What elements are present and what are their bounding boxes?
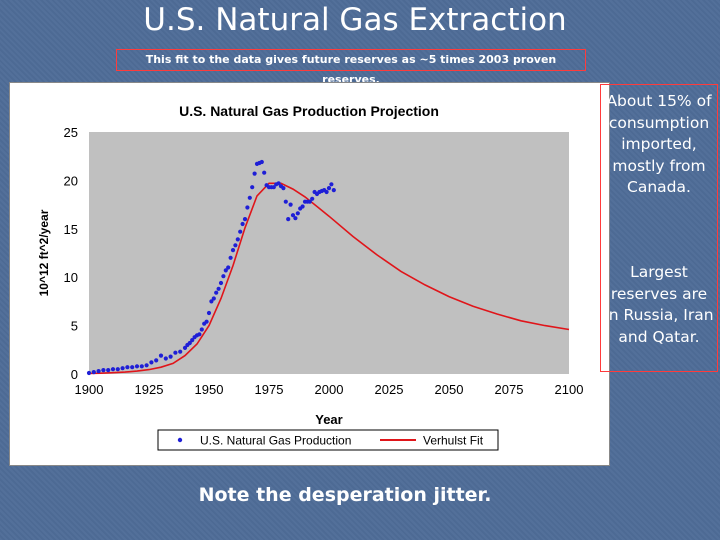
data-point-production — [130, 365, 135, 370]
data-point-production — [182, 345, 188, 350]
data-point-production — [106, 368, 111, 373]
x-tick-label: 2100 — [555, 382, 584, 397]
data-point-production — [221, 274, 226, 279]
data-point-production — [247, 195, 252, 200]
data-point-production — [158, 353, 164, 358]
data-point-production — [235, 237, 240, 242]
y-tick-label: 0 — [71, 367, 78, 382]
data-point-production — [307, 199, 312, 204]
data-point-production — [245, 205, 250, 210]
slide-title: U.S. Natural Gas Extraction — [143, 2, 567, 38]
data-point-production — [218, 280, 224, 286]
x-tick-label: 2050 — [435, 382, 464, 397]
data-point-production — [115, 367, 120, 372]
chart-title: U.S. Natural Gas Production Projection — [179, 103, 439, 119]
x-tick-label: 1975 — [255, 382, 284, 397]
data-point-production — [178, 349, 183, 354]
legend-box — [157, 429, 499, 451]
data-point-production — [96, 369, 101, 374]
data-point-production — [242, 217, 248, 222]
data-point-production — [190, 338, 195, 343]
x-tick-label: 1950 — [195, 382, 224, 397]
side-note-imports: About 15% of consumption imported, mostl… — [606, 92, 712, 196]
data-point-production — [197, 332, 202, 337]
y-tick-label: 25 — [64, 125, 78, 140]
bottom-note: Note the desperation jitter. — [198, 484, 492, 506]
data-point-production — [240, 221, 245, 227]
data-point-production — [324, 189, 329, 195]
data-point-production — [125, 365, 130, 370]
data-point-production — [310, 196, 315, 201]
data-point-production — [149, 360, 154, 365]
data-point-production — [329, 182, 334, 187]
x-axis-label: Year — [315, 412, 342, 427]
data-point-production — [293, 216, 298, 221]
data-point-production — [230, 248, 236, 253]
data-point-production — [187, 340, 192, 346]
data-point-production — [290, 213, 296, 218]
data-point-production — [295, 211, 300, 216]
data-point-production — [271, 185, 276, 190]
subtitle-box: This fit to the data gives future reserv… — [116, 49, 586, 86]
data-point-production — [204, 319, 209, 324]
y-axis-label: 10^12 ft^2/year — [37, 209, 51, 296]
data-point-production — [226, 265, 231, 270]
data-point-production — [238, 229, 243, 234]
x-tick-label: 2025 — [375, 382, 404, 397]
data-point-production — [250, 185, 255, 190]
data-point-production — [101, 368, 106, 373]
plot-area — [89, 132, 569, 374]
data-point-production — [134, 364, 140, 369]
data-point-production — [259, 159, 264, 165]
data-point-production — [91, 370, 96, 375]
y-tick-label: 5 — [71, 319, 78, 334]
legend-marker-production — [177, 437, 183, 443]
data-point-production — [168, 354, 173, 359]
x-tick-label: 1925 — [135, 382, 164, 397]
data-point-production — [209, 299, 214, 304]
legend-label-production: U.S. Natural Gas Production — [200, 434, 351, 448]
data-point-production — [288, 202, 293, 207]
data-point-production — [139, 364, 144, 369]
data-point-production — [163, 356, 168, 361]
data-point-production — [286, 217, 291, 222]
data-point-production — [233, 243, 238, 248]
chart-svg: U.S. Natural Gas Production Projection 0… — [37, 103, 584, 451]
y-tick-label: 10 — [64, 270, 78, 285]
data-point-production — [331, 188, 336, 193]
data-point-production — [283, 199, 288, 204]
series-line-verhulst-fit — [88, 182, 570, 375]
side-notes-box: About 15% of consumption imported, mostl… — [600, 84, 718, 372]
y-tick-label: 20 — [64, 173, 78, 188]
data-point-production — [86, 370, 92, 376]
data-point-production — [206, 310, 212, 316]
data-point-production — [326, 186, 332, 191]
data-point-production — [281, 186, 286, 191]
data-point-production — [228, 255, 233, 260]
data-point-production — [144, 363, 149, 368]
x-tick-label: 1900 — [75, 382, 104, 397]
data-point-production — [173, 350, 178, 355]
x-tick-label: 2000 — [315, 382, 344, 397]
data-point-production — [262, 170, 267, 175]
data-point-production — [199, 327, 204, 332]
data-point-production — [211, 296, 216, 301]
data-point-production — [154, 358, 159, 363]
data-point-production — [223, 268, 228, 273]
data-point-production — [110, 367, 116, 372]
legend-label-fit: Verhulst Fit — [423, 434, 484, 448]
data-point-production — [216, 286, 221, 291]
chart-area: U.S. Natural Gas Production Projection 0… — [9, 82, 610, 466]
y-tick-label: 15 — [64, 222, 78, 237]
data-point-production — [120, 366, 125, 371]
data-point-production — [252, 171, 257, 176]
data-point-production — [300, 204, 305, 209]
x-tick-label: 2075 — [495, 382, 524, 397]
data-point-production — [214, 290, 219, 295]
data-point-production — [276, 181, 281, 186]
side-note-reserves: Largest reserves are in Russia, Iran and… — [604, 263, 714, 346]
